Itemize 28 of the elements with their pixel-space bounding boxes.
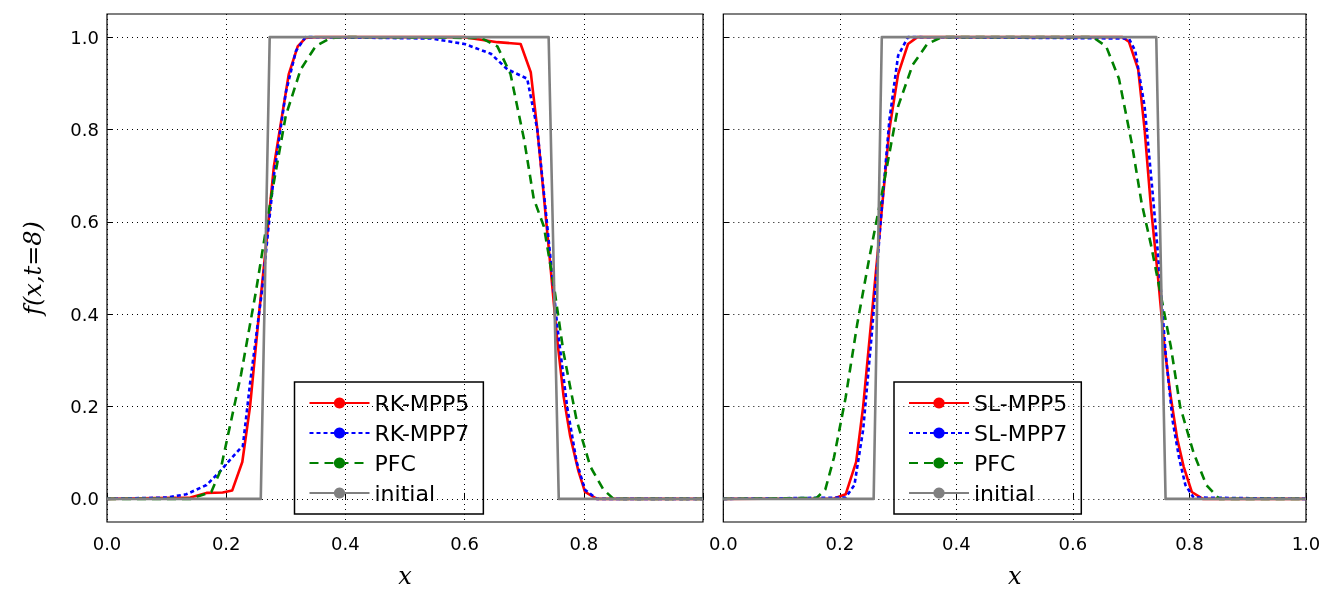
x-tick-label: 1.0 [1291,532,1321,554]
legend-label: RK-MPP5 [374,390,470,416]
y-tick-label: 0.0 [70,488,99,510]
x-tick-label: 0.0 [708,532,738,554]
legend-label: SL-MPP5 [974,390,1068,416]
x-tick-label: 0.0 [92,532,122,554]
x-tick-label: 0.8 [569,532,599,554]
y-tick-label: 0.4 [70,303,99,325]
x-axis-title: x [398,562,413,590]
legend-label: PFC [974,450,1016,476]
y-axis-title: f(x,t=8) [19,221,47,317]
legend-label: initial [374,480,435,506]
x-axis-title: x [1007,562,1022,590]
legend-label: initial [974,480,1035,506]
y-tick-label: 0.8 [70,118,99,140]
y-tick-label: 0.2 [70,396,99,418]
x-tick-label: 0.8 [1175,532,1204,554]
x-tick-label: 0.2 [211,532,241,554]
x-tick-label: 0.6 [450,532,479,554]
x-tick-label: 0.4 [331,532,360,554]
legend-label: RK-MPP7 [374,420,470,446]
x-tick-label: 0.4 [942,532,971,554]
legend-label: PFC [374,450,416,476]
x-tick-label: 0.2 [825,532,855,554]
y-tick-label: 0.6 [70,211,99,233]
legend-label: SL-MPP7 [974,420,1068,446]
x-tick-label: 0.6 [1058,532,1088,554]
y-tick-label: 1.0 [70,26,99,48]
